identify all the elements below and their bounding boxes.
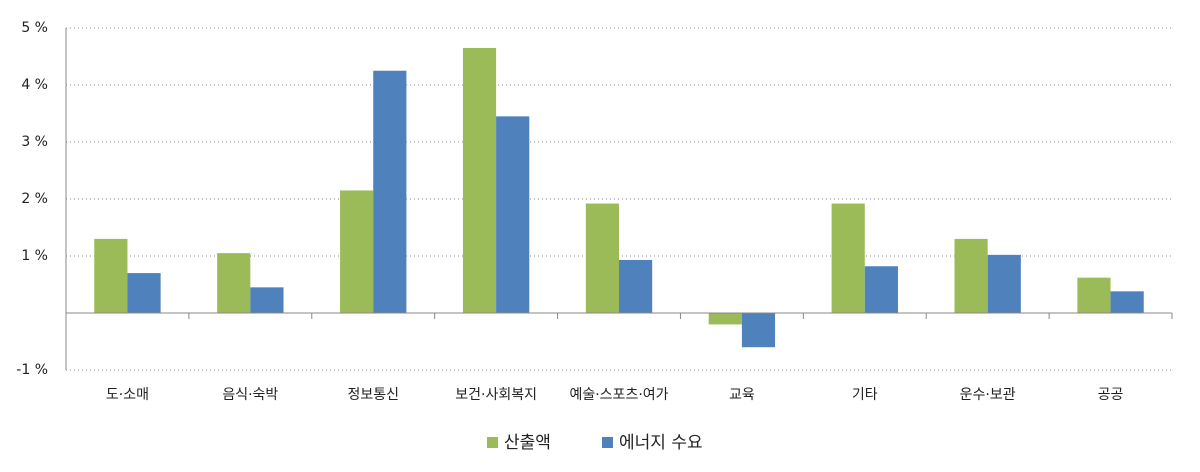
x-tick-label: 공공	[1098, 387, 1124, 403]
x-tick-label: 예술·스포츠·여가	[569, 387, 668, 403]
bar	[741, 313, 776, 348]
bar	[831, 203, 865, 313]
x-tick-label: 음식·숙박	[222, 387, 278, 403]
bar	[217, 253, 251, 313]
bar	[708, 313, 742, 325]
y-tick-label: 1 %	[21, 248, 48, 264]
x-tick-label: 교육	[729, 387, 755, 403]
legend-swatch	[602, 437, 613, 448]
bar	[585, 203, 619, 313]
bar	[340, 190, 374, 313]
legend-swatch	[487, 437, 498, 448]
bar	[954, 238, 988, 313]
bar	[462, 47, 497, 313]
y-tick-label: 4 %	[21, 77, 48, 93]
legend-label: 에너지 수요	[619, 433, 703, 453]
bar	[864, 266, 898, 313]
bar	[1077, 277, 1111, 313]
legend-label: 산출액	[504, 433, 551, 453]
x-tick-label: 운수·보관	[960, 387, 1016, 403]
bar	[1110, 291, 1144, 313]
bar	[373, 70, 407, 313]
bar	[250, 287, 284, 313]
y-tick-label: -1 %	[16, 362, 48, 378]
x-tick-label: 기타	[852, 387, 878, 403]
bar	[127, 273, 161, 313]
bar	[987, 254, 1021, 313]
x-tick-label: 정보통신	[347, 387, 399, 403]
x-tick-label: 도·소매	[106, 387, 149, 403]
x-tick-label: 보건·사회복지	[455, 387, 537, 403]
bar	[496, 116, 530, 313]
y-tick-label: 5 %	[21, 20, 48, 36]
bar	[94, 238, 128, 313]
y-tick-label: 3 %	[21, 134, 48, 150]
bar	[619, 259, 653, 313]
y-tick-label: 2 %	[21, 191, 48, 207]
